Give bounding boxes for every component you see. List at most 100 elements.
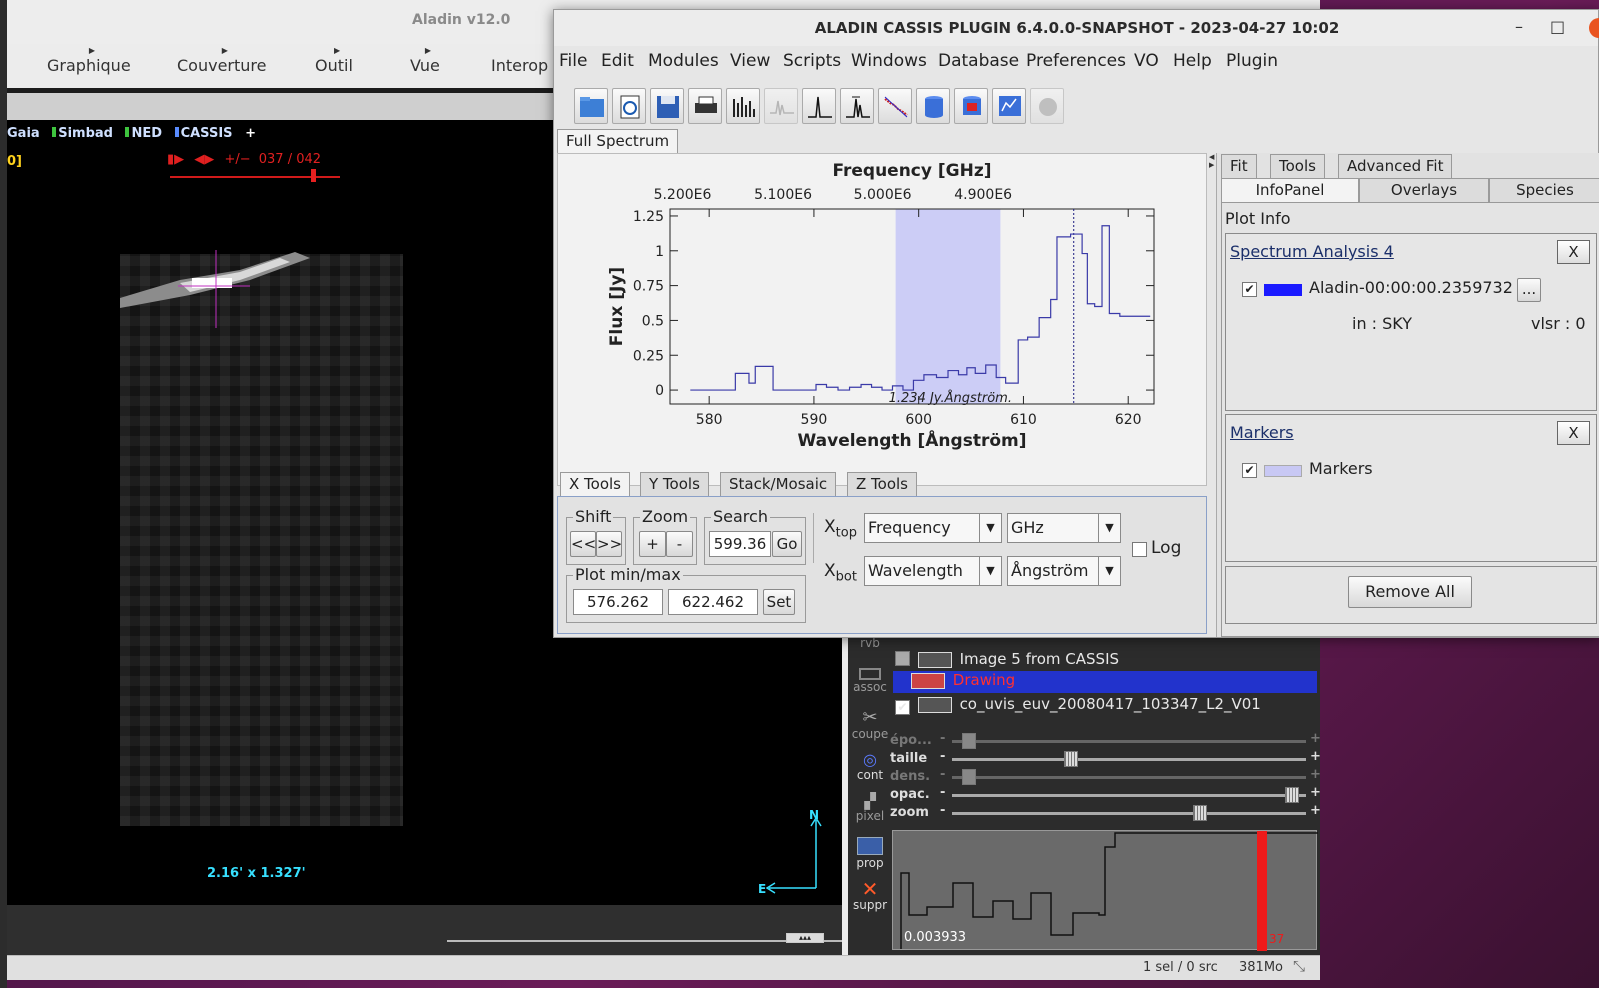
line-list-icon[interactable]	[726, 88, 760, 124]
tab-advanced-fit[interactable]: Advanced Fit	[1338, 154, 1453, 178]
cassis-titlebar[interactable]: ALADIN CASSIS PLUGIN 6.4.0.0-SNAPSHOT - …	[554, 10, 1599, 46]
plot-min-input[interactable]: 576.262	[573, 589, 663, 615]
slider-taille[interactable]: taille - +	[890, 749, 1321, 767]
xbot-axis-select[interactable]: Wavelength ▼	[864, 556, 1002, 586]
slider-epoch[interactable]: épo... - +	[890, 731, 1321, 749]
layer-row-drawing[interactable]: Drawing	[893, 671, 1317, 693]
markers-visible-checkbox[interactable]: ✔	[1242, 463, 1257, 478]
markers-title[interactable]: Markers	[1230, 423, 1294, 442]
open-folder-icon[interactable]	[574, 88, 608, 124]
shift-left-button[interactable]: <<	[570, 531, 596, 557]
database-icon[interactable]	[916, 88, 950, 124]
frame-play-icon[interactable]: ▮▶	[167, 152, 185, 167]
menu-outil[interactable]: ▶ Outil	[315, 46, 353, 75]
rotational-diagram-icon[interactable]	[878, 88, 912, 124]
frame-controls[interactable]: ▮▶ ◀▶ +/− 037 / 042	[167, 152, 321, 167]
tab-z-tools[interactable]: Z Tools	[847, 472, 917, 496]
markers-close-button[interactable]: X	[1557, 421, 1590, 445]
line-analysis-icon[interactable]	[840, 88, 874, 124]
suppr-tool[interactable]: ✕ suppr	[848, 879, 892, 912]
xbot-unit-select[interactable]: Ångström ▼	[1007, 556, 1121, 586]
menu-help[interactable]: Help	[1173, 51, 1212, 71]
menu-modules[interactable]: Modules	[648, 51, 719, 71]
xtop-axis-select[interactable]: Frequency ▼	[864, 513, 1002, 543]
slider-opacity[interactable]: opac. - +	[890, 785, 1321, 803]
menu-interop[interactable]: Interop	[491, 56, 549, 75]
rvb-tool[interactable]: rvb	[860, 636, 880, 650]
pixel-histogram[interactable]: 0.003933 37	[892, 830, 1318, 951]
menu-graphique[interactable]: ▶ Graphique	[47, 46, 131, 75]
source-gaia[interactable]: Gaia	[7, 126, 40, 141]
frame-slider[interactable]	[170, 176, 340, 178]
tab-y-tools[interactable]: Y Tools	[640, 472, 709, 496]
slider-zoom[interactable]: zoom - +	[890, 803, 1321, 821]
cont-tool[interactable]: ◎ cont	[848, 752, 892, 783]
maximize-button[interactable]: □	[1550, 17, 1566, 36]
search-input[interactable]: 599.36	[709, 531, 771, 557]
open-file-icon[interactable]	[612, 88, 646, 124]
tab-species[interactable]: Species	[1489, 178, 1599, 202]
layer-checkbox[interactable]: ✔	[895, 700, 910, 715]
tab-tools[interactable]: Tools	[1270, 154, 1325, 178]
menu-windows[interactable]: Windows	[851, 51, 927, 71]
menu-file[interactable]: File	[559, 51, 588, 71]
pixel-tool[interactable]: ▞ pixel	[848, 793, 892, 823]
tab-overlays[interactable]: Overlays	[1359, 178, 1489, 202]
spectrum-icon[interactable]	[802, 88, 836, 124]
source-simbad[interactable]: Simbad	[52, 126, 113, 141]
menu-couverture[interactable]: ▶ Couverture	[177, 46, 267, 75]
spectrum-color-swatch[interactable]	[1264, 284, 1302, 296]
menu-database[interactable]: Database	[938, 51, 1020, 71]
frame-slider-knob[interactable]	[311, 169, 316, 182]
spectrum-more-button[interactable]: ...	[1517, 278, 1541, 302]
minimize-button[interactable]: –	[1515, 17, 1523, 36]
menu-view[interactable]: View	[730, 51, 771, 71]
close-icon[interactable]	[1589, 18, 1599, 38]
menu-vue[interactable]: ▶ Vue	[410, 46, 440, 75]
tab-full-spectrum[interactable]: Full Spectrum	[557, 129, 679, 153]
markers-color-swatch[interactable]	[1264, 465, 1302, 477]
menu-scripts[interactable]: Scripts	[783, 51, 842, 71]
shift-right-button[interactable]: >>	[596, 531, 622, 557]
splitter-handle[interactable]: ◀ ▶	[1209, 153, 1217, 637]
disconnected-icon[interactable]: ⤡	[1293, 957, 1306, 975]
plot-max-input[interactable]: 622.462	[668, 589, 758, 615]
frame-increment[interactable]: +/−	[224, 152, 251, 167]
frame-step-icon[interactable]: ◀▶	[194, 152, 215, 167]
view-scrollbar[interactable]	[447, 940, 842, 942]
xtop-unit-select[interactable]: GHz ▼	[1007, 513, 1121, 543]
tab-x-tools[interactable]: X Tools	[560, 472, 630, 496]
slider-density[interactable]: dens. - +	[890, 767, 1321, 785]
zoom-out-button[interactable]: -	[666, 531, 693, 557]
tab-fit[interactable]: Fit	[1221, 154, 1257, 178]
spectrum-visible-checkbox[interactable]: ✔	[1242, 282, 1257, 297]
spectrum-chart[interactable]: 580 590 600 610 620 0 0.25 0.5 0.75 1 1.25 5.200E6 5…	[558, 154, 1208, 487]
menu-edit[interactable]: Edit	[601, 51, 634, 71]
layer-row-uvis[interactable]: ✔ co_uvis_euv_20080417_103347_L2_V01	[895, 695, 1261, 717]
prop-tool[interactable]: prop	[848, 837, 892, 870]
source-cassis[interactable]: CASSIS	[174, 126, 233, 141]
menu-preferences[interactable]: Preferences	[1026, 51, 1126, 71]
spectrum-disabled-icon[interactable]	[764, 88, 798, 124]
spectrum-title[interactable]: Spectrum Analysis 4	[1230, 242, 1394, 261]
image-cutout[interactable]	[120, 216, 403, 826]
zoom-in-button[interactable]: +	[639, 531, 666, 557]
menu-plugin[interactable]: Plugin	[1226, 51, 1279, 71]
remove-all-button[interactable]: Remove All	[1348, 576, 1472, 608]
assoc-tool[interactable]: assoc	[848, 668, 892, 694]
log-checkbox[interactable]	[1132, 542, 1147, 557]
print-icon[interactable]	[688, 88, 722, 124]
tab-infopanel[interactable]: InfoPanel	[1221, 178, 1359, 202]
layer-checkbox[interactable]	[895, 651, 910, 666]
add-source-button[interactable]: +	[245, 126, 256, 141]
template-database-icon[interactable]	[954, 88, 988, 124]
source-ned[interactable]: NED	[125, 126, 162, 141]
menu-vo[interactable]: VO	[1134, 51, 1159, 71]
layer-row-image5[interactable]: Image 5 from CASSIS	[895, 649, 1119, 671]
save-icon[interactable]	[650, 88, 684, 124]
spectrum-plot[interactable]: 580 590 600 610 620 0 0.25 0.5 0.75 1 1.25 5.200E6 5…	[557, 153, 1207, 486]
tab-stack-mosaic[interactable]: Stack/Mosaic	[720, 472, 837, 496]
search-go-button[interactable]: Go	[772, 531, 802, 557]
python-icon[interactable]	[1030, 88, 1064, 124]
coupe-tool[interactable]: ✂ coupe	[848, 709, 892, 742]
